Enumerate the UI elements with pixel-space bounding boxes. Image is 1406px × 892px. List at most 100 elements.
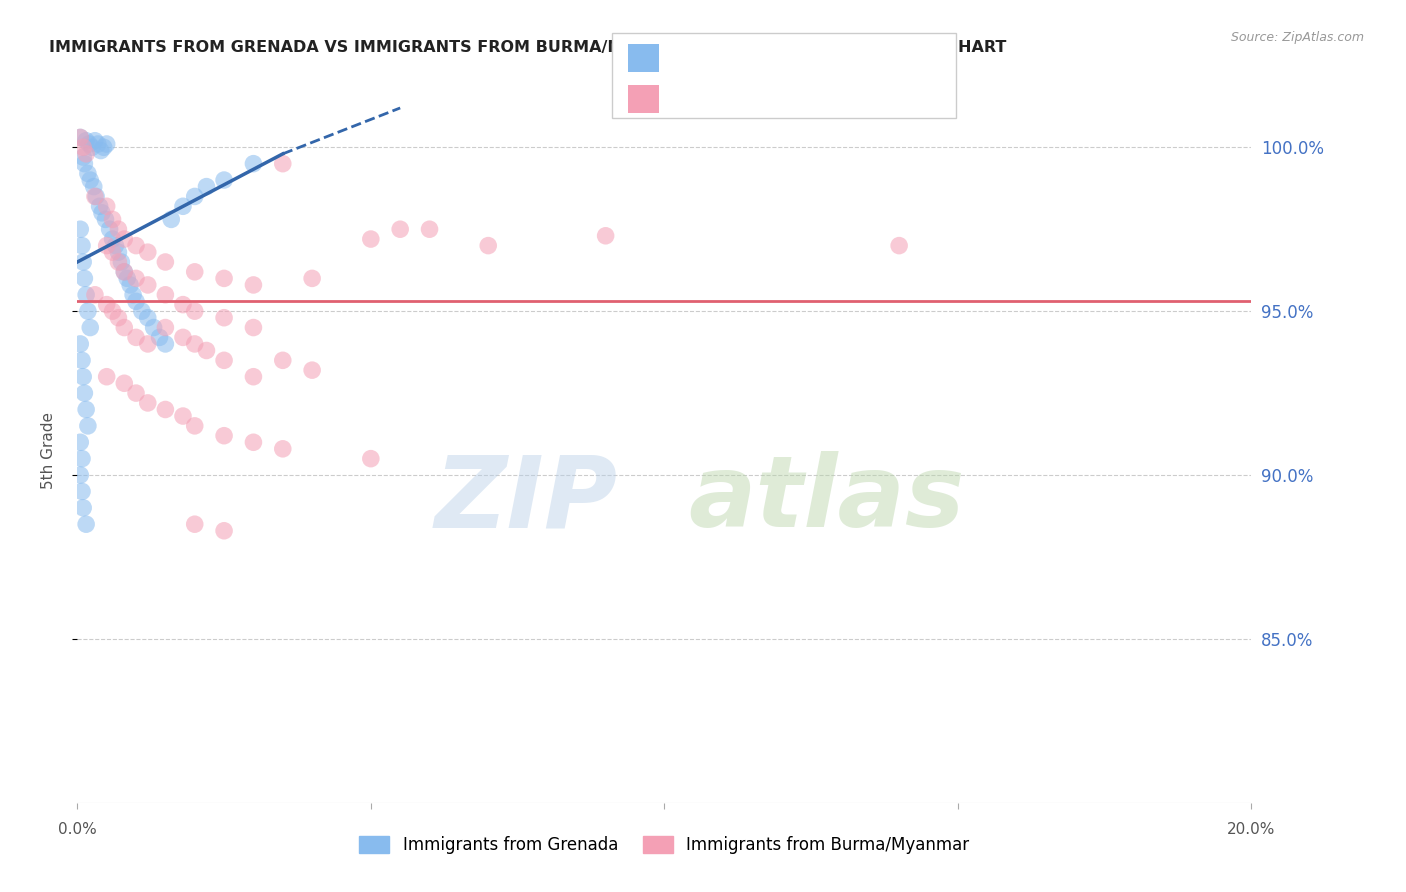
Immigrants from Grenada xyxy=(72,255,94,269)
Immigrants from Grenada xyxy=(87,136,110,151)
Immigrants from Burma/Myanmar xyxy=(155,287,177,301)
Immigrants from Burma/Myanmar xyxy=(212,524,235,538)
Immigrants from Grenada xyxy=(77,167,100,181)
Immigrants from Burma/Myanmar xyxy=(271,442,294,456)
Immigrants from Burma/Myanmar xyxy=(242,320,264,334)
Immigrants from Grenada xyxy=(75,402,97,417)
Immigrants from Burma/Myanmar xyxy=(195,343,218,358)
Text: ZIP: ZIP xyxy=(434,451,617,549)
Immigrants from Grenada xyxy=(195,179,218,194)
Text: atlas: atlas xyxy=(688,451,965,549)
Immigrants from Burma/Myanmar xyxy=(419,222,441,236)
Immigrants from Burma/Myanmar xyxy=(125,271,148,285)
Immigrants from Grenada xyxy=(91,206,114,220)
Text: 62: 62 xyxy=(855,90,886,108)
Immigrants from Burma/Myanmar xyxy=(183,517,207,532)
Immigrants from Burma/Myanmar xyxy=(69,130,91,145)
Immigrants from Grenada xyxy=(96,136,118,151)
Immigrants from Grenada xyxy=(212,173,235,187)
Immigrants from Grenada xyxy=(70,353,93,368)
Immigrants from Grenada xyxy=(155,337,177,351)
Immigrants from Burma/Myanmar xyxy=(84,287,107,301)
Immigrants from Grenada xyxy=(69,222,91,236)
Immigrants from Burma/Myanmar xyxy=(212,428,235,442)
Immigrants from Grenada xyxy=(93,140,115,154)
Immigrants from Grenada xyxy=(77,136,100,151)
Text: N =: N = xyxy=(801,49,845,67)
Immigrants from Burma/Myanmar xyxy=(242,435,264,450)
Immigrants from Grenada xyxy=(72,150,94,164)
Immigrants from Grenada xyxy=(112,265,135,279)
Immigrants from Burma/Myanmar xyxy=(271,156,294,170)
Immigrants from Burma/Myanmar xyxy=(96,369,118,384)
Immigrants from Burma/Myanmar xyxy=(107,310,129,325)
Immigrants from Grenada xyxy=(172,199,194,213)
Immigrants from Burma/Myanmar xyxy=(212,353,235,368)
Immigrants from Grenada xyxy=(131,304,153,318)
Immigrants from Grenada xyxy=(73,271,96,285)
Immigrants from Grenada xyxy=(125,294,148,309)
Immigrants from Burma/Myanmar xyxy=(595,228,617,243)
Immigrants from Burma/Myanmar xyxy=(360,451,382,466)
Immigrants from Grenada xyxy=(148,330,170,344)
Immigrants from Grenada xyxy=(160,212,183,227)
Immigrants from Burma/Myanmar xyxy=(112,320,135,334)
Immigrants from Grenada xyxy=(84,189,107,203)
Immigrants from Grenada xyxy=(142,320,165,334)
Immigrants from Burma/Myanmar xyxy=(172,409,194,423)
Immigrants from Burma/Myanmar xyxy=(183,418,207,433)
Immigrants from Grenada xyxy=(110,255,132,269)
Immigrants from Grenada xyxy=(79,173,101,187)
Y-axis label: 5th Grade: 5th Grade xyxy=(42,412,56,489)
Immigrants from Burma/Myanmar xyxy=(172,297,194,311)
Immigrants from Burma/Myanmar xyxy=(112,265,135,279)
Immigrants from Grenada xyxy=(77,304,100,318)
Immigrants from Burma/Myanmar xyxy=(101,212,124,227)
Immigrants from Burma/Myanmar xyxy=(477,238,499,252)
Immigrants from Grenada xyxy=(122,287,145,301)
Text: -0.007: -0.007 xyxy=(724,90,789,108)
Immigrants from Burma/Myanmar xyxy=(136,337,159,351)
Text: 0.236: 0.236 xyxy=(724,49,793,67)
Immigrants from Burma/Myanmar xyxy=(360,232,382,246)
Immigrants from Burma/Myanmar xyxy=(136,396,159,410)
Immigrants from Burma/Myanmar xyxy=(112,232,135,246)
Immigrants from Grenada xyxy=(136,310,159,325)
Text: 20.0%: 20.0% xyxy=(1227,822,1275,837)
Immigrants from Grenada xyxy=(70,484,93,499)
Immigrants from Burma/Myanmar xyxy=(301,271,323,285)
Immigrants from Grenada xyxy=(242,156,264,170)
Immigrants from Burma/Myanmar xyxy=(125,238,148,252)
Immigrants from Grenada xyxy=(73,156,96,170)
Legend: Immigrants from Grenada, Immigrants from Burma/Myanmar: Immigrants from Grenada, Immigrants from… xyxy=(360,836,969,855)
Immigrants from Burma/Myanmar xyxy=(242,369,264,384)
Immigrants from Grenada xyxy=(104,238,127,252)
Immigrants from Burma/Myanmar xyxy=(101,304,124,318)
Immigrants from Burma/Myanmar xyxy=(242,277,264,292)
Immigrants from Grenada xyxy=(90,144,112,158)
Immigrants from Burma/Myanmar xyxy=(84,189,107,203)
Text: IMMIGRANTS FROM GRENADA VS IMMIGRANTS FROM BURMA/MYANMAR 5TH GRADE CORRELATION C: IMMIGRANTS FROM GRENADA VS IMMIGRANTS FR… xyxy=(49,40,1007,55)
Immigrants from Grenada xyxy=(69,468,91,483)
Immigrants from Grenada xyxy=(89,199,111,213)
Immigrants from Grenada xyxy=(72,500,94,515)
Immigrants from Burma/Myanmar xyxy=(183,265,207,279)
Text: 58: 58 xyxy=(855,49,886,67)
Immigrants from Burma/Myanmar xyxy=(301,363,323,377)
Immigrants from Burma/Myanmar xyxy=(136,277,159,292)
Immigrants from Burma/Myanmar xyxy=(172,330,194,344)
Immigrants from Burma/Myanmar xyxy=(183,337,207,351)
Immigrants from Burma/Myanmar xyxy=(155,255,177,269)
Immigrants from Grenada xyxy=(69,435,91,450)
Immigrants from Grenada xyxy=(73,386,96,401)
Immigrants from Burma/Myanmar xyxy=(271,353,294,368)
Immigrants from Grenada xyxy=(115,271,138,285)
Immigrants from Grenada xyxy=(84,134,107,148)
Immigrants from Grenada xyxy=(83,179,105,194)
Immigrants from Burma/Myanmar xyxy=(75,146,97,161)
Immigrants from Burma/Myanmar xyxy=(889,238,911,252)
Immigrants from Burma/Myanmar xyxy=(125,330,148,344)
Text: N =: N = xyxy=(801,90,845,108)
Immigrants from Grenada xyxy=(77,418,100,433)
Immigrants from Burma/Myanmar xyxy=(155,320,177,334)
